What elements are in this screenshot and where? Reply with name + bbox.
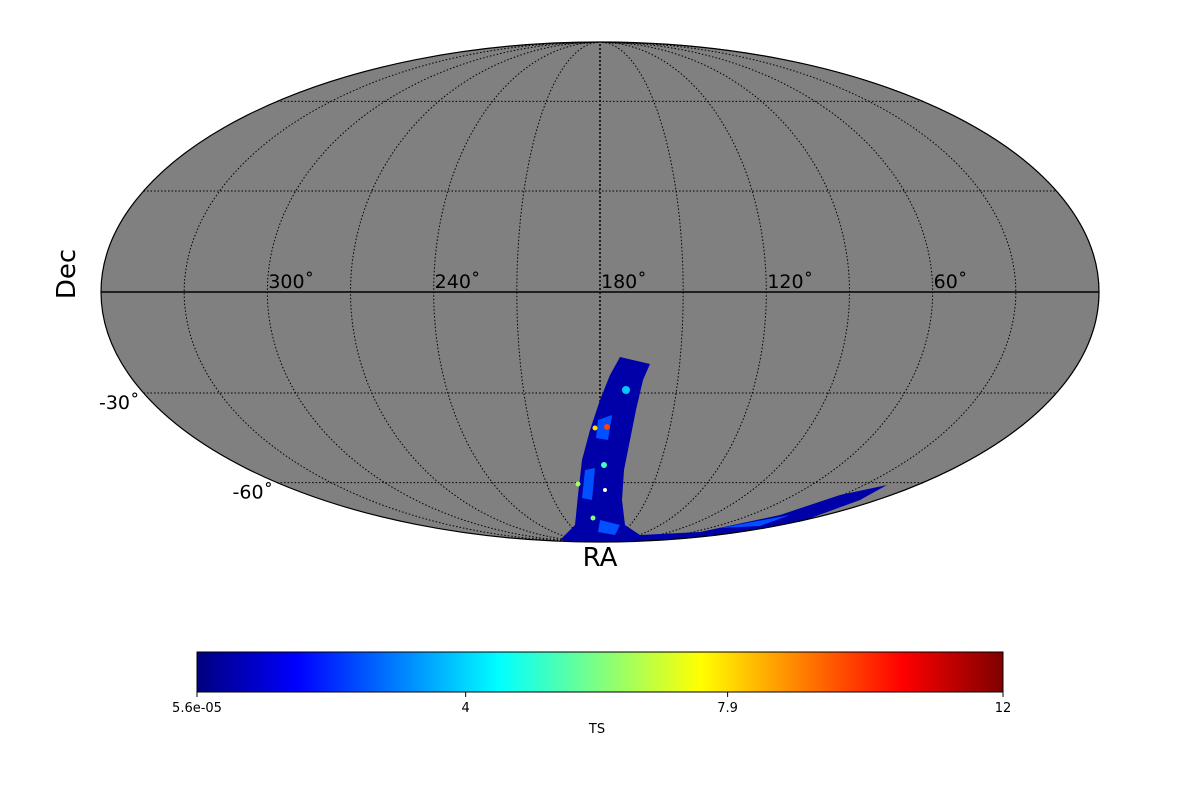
hotspot: [590, 515, 596, 521]
x-axis-label: RA: [583, 543, 618, 573]
colorbar-tick-label: 12: [995, 701, 1012, 716]
x-tick-label: 60˚: [934, 271, 968, 293]
colorbar-tick-label: 5.6e-05: [172, 701, 222, 716]
meridian: [599, 41, 684, 543]
x-tick-label: 120˚: [767, 271, 813, 293]
ts-map: [560, 357, 887, 542]
colorbar-tick-label: 7.9: [717, 701, 738, 716]
x-tick-label: 300˚: [268, 271, 314, 293]
x-tick-label: 180˚: [601, 271, 647, 293]
colorbar-label: TS: [588, 722, 605, 737]
hotspot: [601, 462, 607, 468]
hotspot: [575, 481, 581, 487]
x-tick-label: 240˚: [435, 271, 481, 293]
y-tick-label: -30˚: [99, 392, 140, 414]
y-tick-label: -60˚: [233, 482, 274, 504]
colorbar: [196, 651, 1004, 693]
coverage-detail: [582, 415, 790, 535]
y-axis-label: Dec: [52, 249, 82, 299]
hotspot: [622, 386, 630, 394]
coverage-region: [560, 357, 887, 542]
meridian: [516, 41, 601, 543]
hotspot: [603, 488, 607, 492]
colorbar-tick-label: 4: [462, 701, 470, 716]
hotspot: [592, 425, 598, 431]
hotspot: [604, 424, 610, 430]
